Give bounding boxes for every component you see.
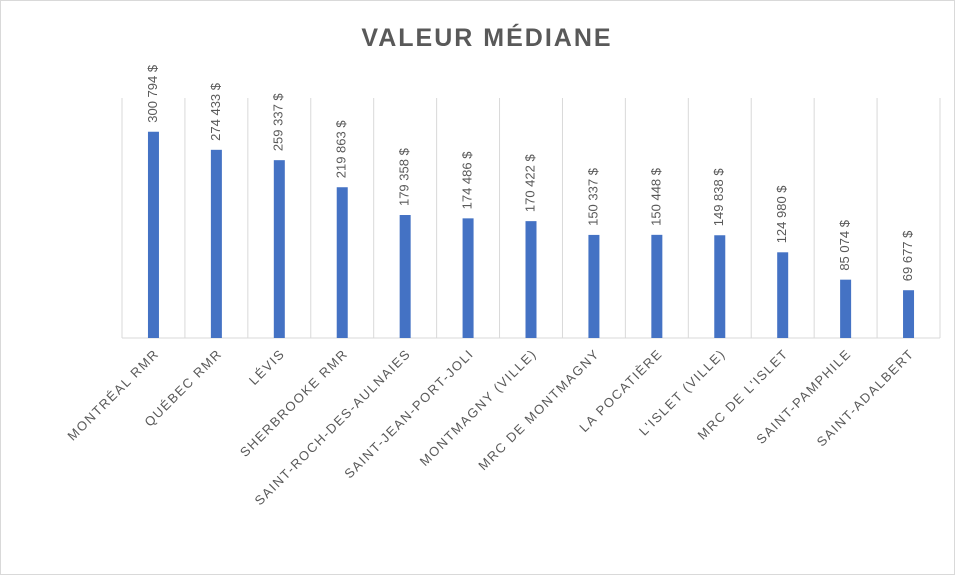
value-label: 274 433 $ [208,82,223,141]
value-label: 179 358 $ [397,147,412,206]
bar [525,221,537,338]
value-label: 124 980 $ [774,185,789,244]
bar [840,279,852,338]
bar [210,149,222,338]
value-label: 170 422 $ [522,154,537,213]
value-label: 85 074 $ [837,219,852,270]
value-label: 150 448 $ [648,167,663,226]
value-label: 219 863 $ [334,120,349,179]
bar [399,215,411,338]
bar [903,290,915,338]
bar [777,252,789,338]
value-label: 69 677 $ [900,230,915,281]
value-label: 149 838 $ [711,168,726,227]
chart-title: VALEUR MÉDIANE [361,23,612,52]
value-label: 150 337 $ [585,167,600,226]
bar [462,218,474,338]
bar [147,131,159,338]
value-label: 259 337 $ [271,93,286,152]
value-label: 174 486 $ [460,151,475,210]
bar [336,187,348,338]
bar [273,160,285,338]
bar [588,234,600,338]
bar [714,235,726,338]
value-label: 300 794 $ [145,64,160,123]
bar [651,234,663,338]
